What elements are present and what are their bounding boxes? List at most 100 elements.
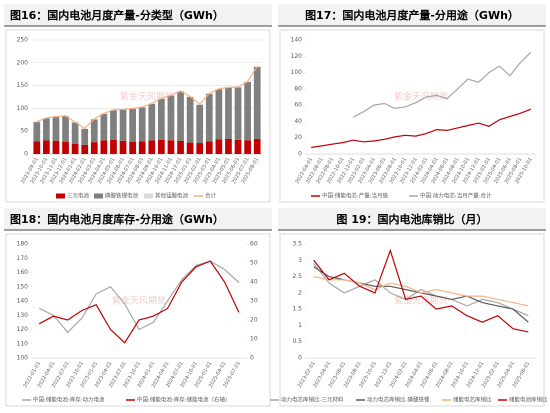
bar-segment bbox=[215, 89, 223, 140]
bar-segment bbox=[62, 141, 69, 154]
bar-segment bbox=[253, 66, 261, 139]
legend-label: 动力电芯库销比-磷酸铁锂 bbox=[367, 396, 430, 404]
title-bar bbox=[278, 4, 546, 26]
y-tick-label: 2 bbox=[298, 289, 302, 296]
y2-tick-label: 50 bbox=[250, 260, 258, 267]
bar-segment bbox=[138, 141, 146, 154]
y-tick-label: 120 bbox=[17, 326, 29, 333]
y-tick-label: 100 bbox=[17, 355, 29, 362]
bar-segment bbox=[33, 141, 41, 154]
bar-segment bbox=[129, 108, 136, 142]
series-line bbox=[36, 66, 258, 130]
series-line bbox=[311, 108, 532, 149]
y-tick-label: 40 bbox=[294, 118, 302, 125]
bar-segment bbox=[71, 122, 79, 144]
bar-segment bbox=[90, 119, 98, 143]
legend-label: 中国:储能电池:库存:储能电池（右轴） bbox=[137, 396, 231, 404]
bar-segment bbox=[71, 143, 79, 154]
bar-segment bbox=[138, 107, 146, 142]
y-tick-label: 110 bbox=[17, 340, 29, 347]
chart-frame bbox=[5, 233, 271, 407]
series-line bbox=[313, 276, 529, 307]
bar-segment bbox=[148, 103, 156, 141]
bar-segment bbox=[100, 140, 108, 154]
y-tick-label: 3 bbox=[298, 257, 302, 264]
y-tick-label: 150 bbox=[17, 82, 29, 89]
chart-title: 图18：国内电池月度库存-分用途（GWh） bbox=[10, 212, 224, 226]
y-tick-label: 3.5 bbox=[292, 241, 302, 248]
bar-segment bbox=[253, 138, 261, 154]
y2-tick-label: 30 bbox=[250, 298, 258, 305]
bar-segment bbox=[33, 122, 41, 142]
bar-segment bbox=[205, 93, 213, 142]
legend-label: 其他锰酸电池 bbox=[155, 192, 189, 200]
bar-segment bbox=[234, 87, 242, 140]
watermark: 紫金天风期货 bbox=[394, 295, 448, 307]
y-tick-label: 60 bbox=[294, 102, 302, 109]
y-tick-label: 140 bbox=[291, 37, 303, 44]
y-tick-label: 200 bbox=[17, 59, 29, 66]
y2-tick-label: 10 bbox=[250, 336, 258, 343]
series-line bbox=[313, 248, 529, 333]
y-tick-label: 150 bbox=[17, 283, 29, 290]
bar-segment bbox=[100, 113, 108, 141]
y-tick-label: 250 bbox=[17, 37, 29, 44]
y-tick-label: 50 bbox=[20, 128, 28, 135]
bar-segment bbox=[110, 139, 117, 154]
legend-label: 储能电池库销比 bbox=[509, 396, 548, 404]
legend-label: 动力电芯库销比-三元材料 bbox=[281, 396, 344, 404]
series-line bbox=[352, 51, 532, 118]
y-tick-label: 170 bbox=[17, 255, 29, 262]
bar-segment bbox=[186, 97, 194, 143]
y2-tick-label: 60 bbox=[250, 241, 258, 248]
chart-frame bbox=[279, 233, 545, 407]
y-tick-label: 160 bbox=[17, 269, 29, 276]
y-tick-label: 0 bbox=[24, 151, 28, 158]
bar-segment bbox=[177, 91, 184, 141]
bar-segment bbox=[158, 139, 165, 154]
bar-segment bbox=[177, 140, 184, 154]
bar-segment bbox=[167, 95, 175, 141]
y-tick-label: 0 bbox=[298, 355, 302, 362]
bar-segment bbox=[215, 139, 223, 154]
title-bar bbox=[4, 208, 272, 230]
series-line bbox=[313, 263, 529, 317]
legend-swatch bbox=[144, 193, 153, 199]
bar-segment bbox=[90, 142, 98, 154]
legend-label: 中国:动力电芯:当月产量:合计 bbox=[420, 192, 492, 200]
chart-title: 图16：国内电池月度产量-分类型（GWh） bbox=[10, 8, 224, 22]
bar-segment bbox=[119, 140, 127, 154]
watermark: 紫金天风期货 bbox=[394, 91, 448, 103]
bar-segment bbox=[225, 87, 232, 139]
legend-label: 三元电池 bbox=[67, 192, 90, 200]
bar-segment bbox=[148, 140, 156, 154]
bar-segment bbox=[167, 140, 175, 154]
chart-title: 图 19：国内电池库销比（月） bbox=[336, 212, 487, 226]
y2-tick-label: 20 bbox=[250, 317, 258, 324]
legend-swatch bbox=[94, 193, 103, 199]
bar-segment bbox=[225, 138, 232, 154]
bar-segment bbox=[196, 143, 204, 154]
bar-segment bbox=[234, 139, 242, 154]
y-tick-label: 120 bbox=[291, 53, 303, 60]
chart-frame bbox=[279, 29, 545, 203]
bar-segment bbox=[110, 110, 117, 140]
series-line bbox=[38, 260, 240, 344]
legend-label: 中国:储能电芯:产量:当月值 bbox=[322, 192, 389, 200]
watermark: 紫金天风期货 bbox=[112, 295, 166, 307]
bar-segment bbox=[43, 118, 50, 141]
y-tick-label: 130 bbox=[17, 312, 29, 319]
bar-segment bbox=[244, 140, 251, 154]
y-tick-label: 140 bbox=[17, 298, 29, 305]
y-tick-label: 100 bbox=[291, 69, 303, 76]
y-tick-label: 0.5 bbox=[292, 338, 302, 345]
y-tick-label: 0 bbox=[298, 151, 302, 158]
bar-segment bbox=[129, 141, 136, 154]
y2-tick-label: 0 bbox=[250, 355, 254, 362]
bar-segment bbox=[119, 109, 127, 141]
bar-segment bbox=[52, 140, 60, 154]
legend-label: 储能电芯库销比 bbox=[453, 396, 492, 404]
legend-swatch bbox=[56, 193, 65, 199]
bar-segment bbox=[158, 98, 165, 140]
